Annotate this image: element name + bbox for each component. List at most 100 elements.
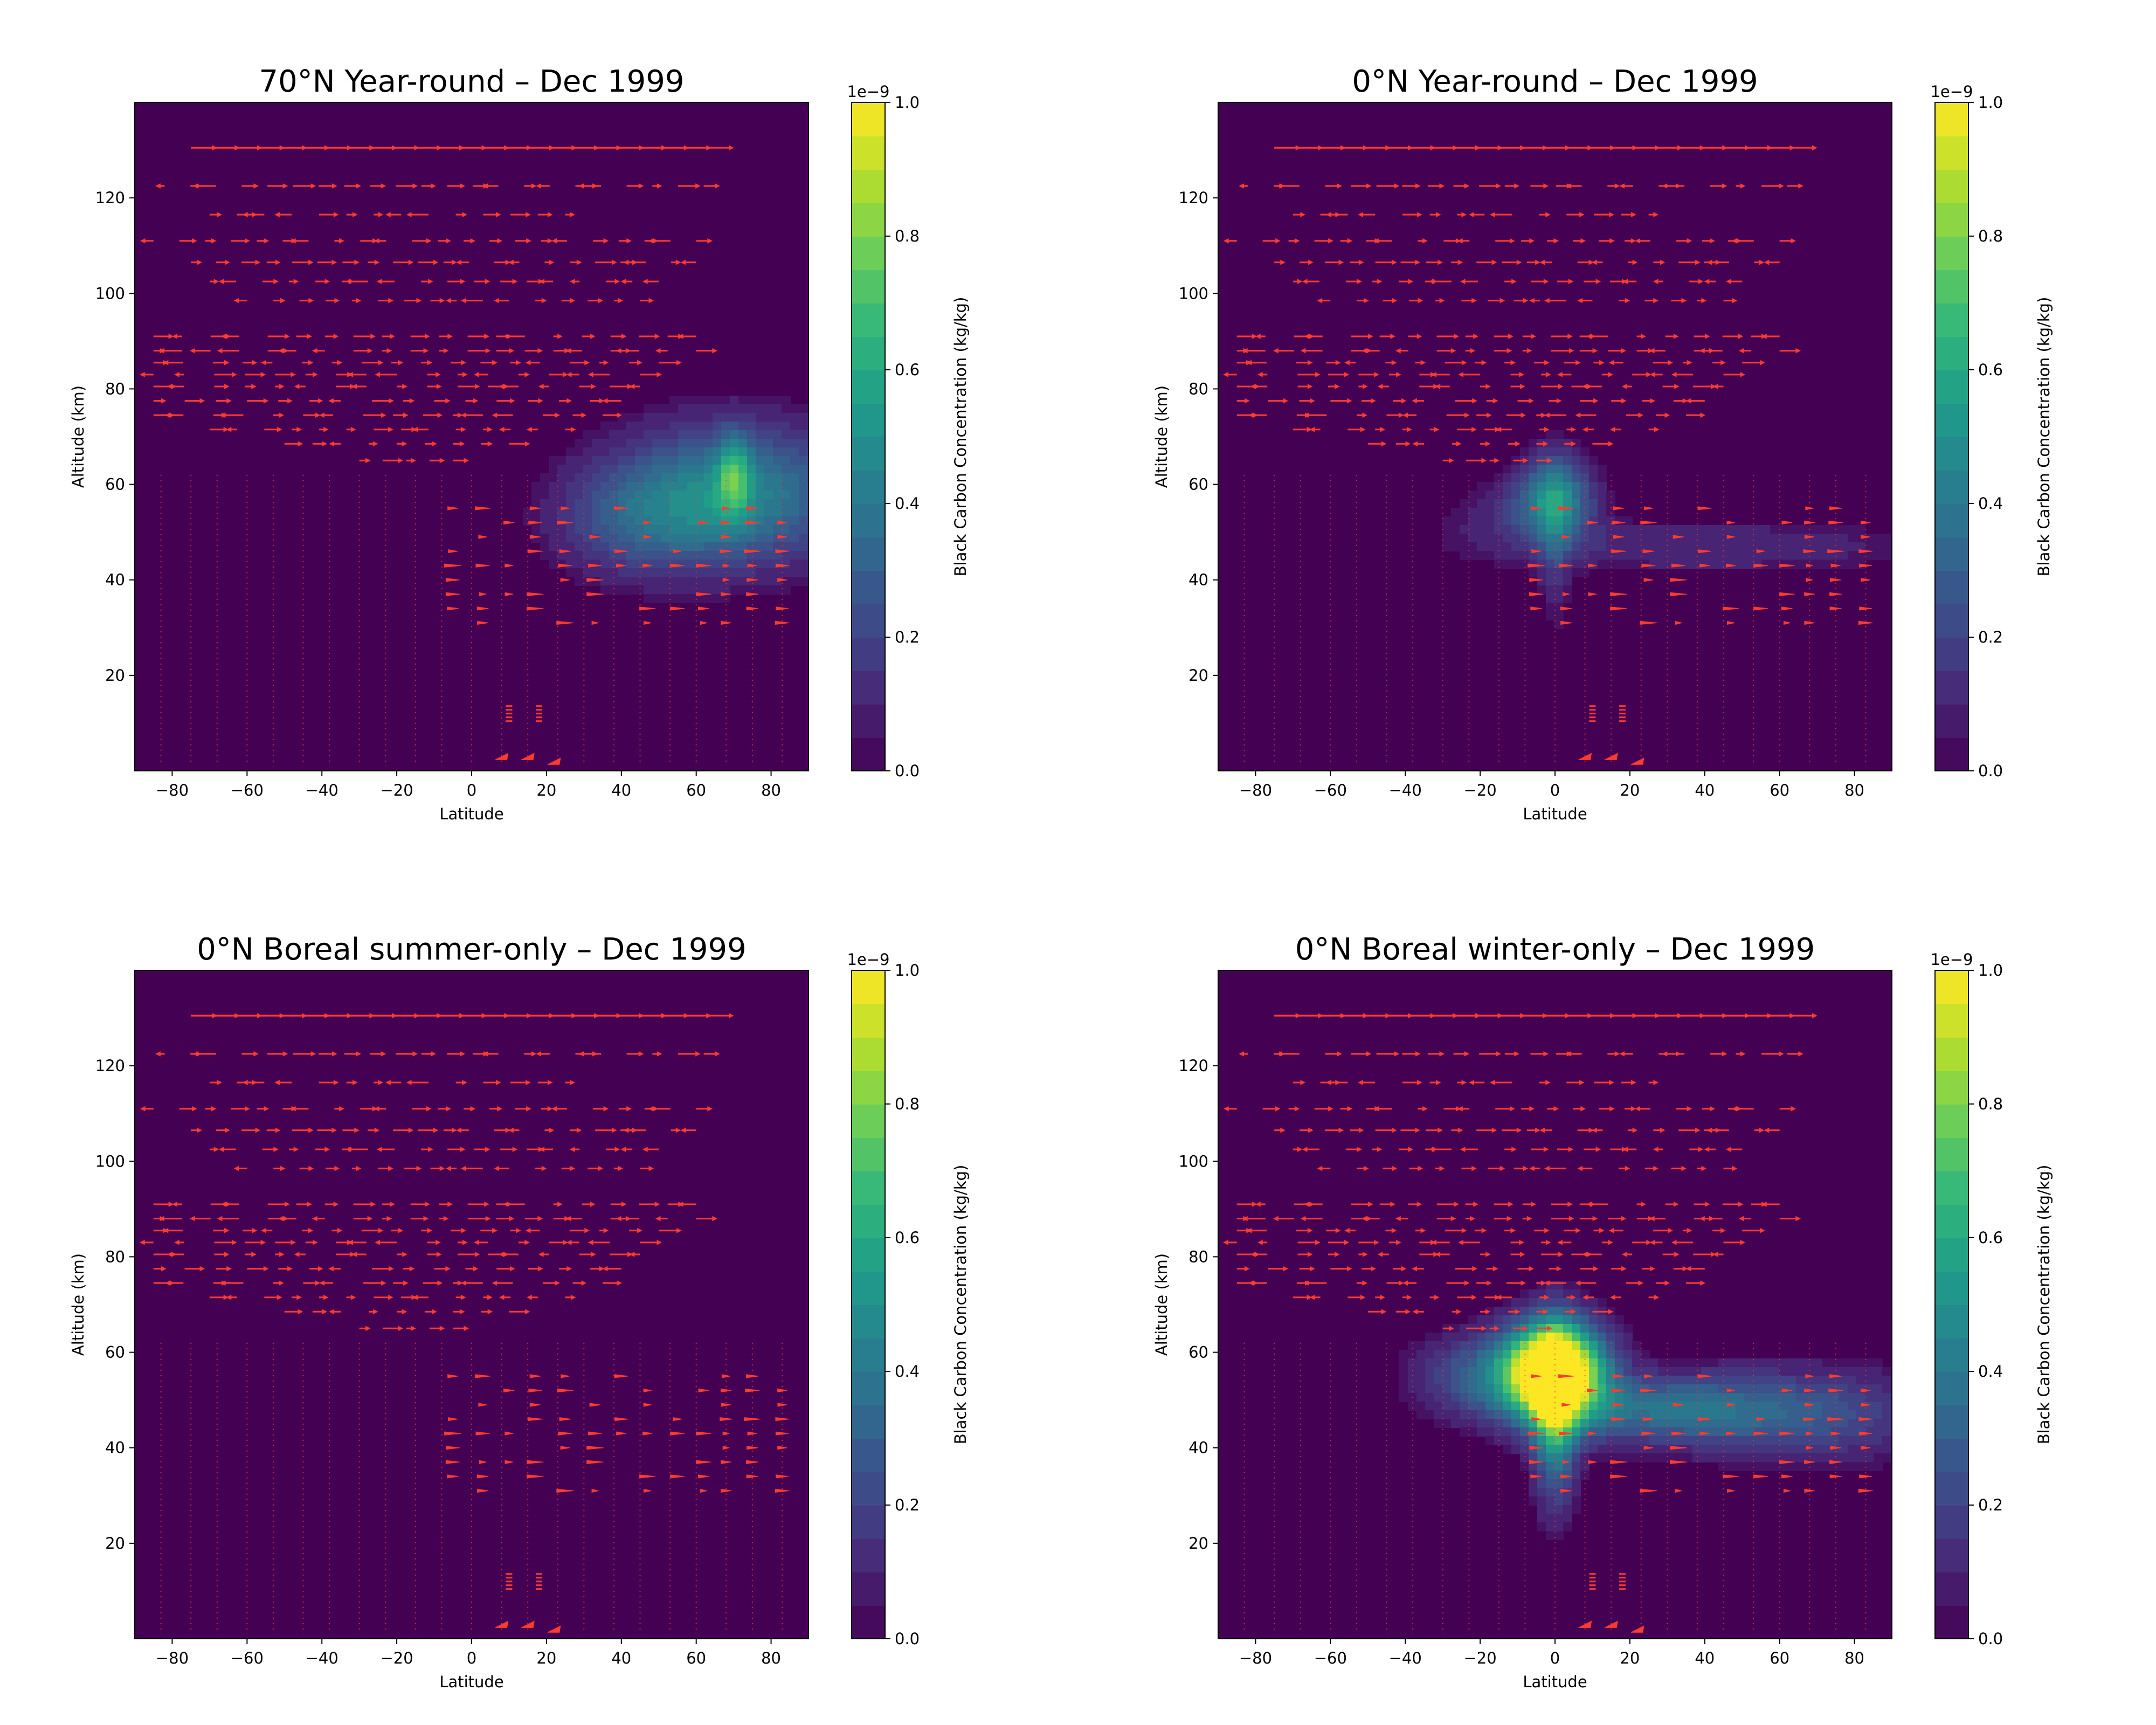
colorbar-segment	[852, 236, 885, 270]
y-tick-label: 120	[95, 1057, 125, 1075]
colorbar-segment	[1935, 169, 1968, 203]
colorbar-segment	[1935, 1037, 1968, 1071]
colorbar-segment	[852, 1338, 885, 1372]
panel-2: −80 −60 −40 −20 0 20 40 60 80 20 40 60 80 100 120 Latit…	[1152, 64, 2053, 823]
x-axis-label: Latitude	[1523, 805, 1587, 823]
x-tick-label: −80	[156, 781, 189, 799]
colorbar-segment	[852, 1204, 885, 1238]
colorbar-tick-label: 0.0	[1978, 762, 2003, 780]
y-tick-label: 80	[105, 380, 125, 398]
y-axis-label: Altitude (km)	[69, 1253, 87, 1356]
x-tick-label: −20	[381, 1649, 413, 1667]
x-tick-label: 80	[1844, 1649, 1864, 1667]
y-tick-label: 120	[1179, 189, 1208, 207]
x-tick-label: 60	[686, 1649, 706, 1667]
panel-1: −80 −60 −40 −20 0 20 40 60 80 20 40 60 80 100 120 Latit…	[69, 64, 970, 823]
colorbar-tick-label: 0.8	[895, 1095, 920, 1113]
x-tick-label: −60	[1314, 781, 1347, 799]
colorbar-label: Black Carbon Concentration (kg/kg)	[2035, 297, 2053, 577]
colorbar-segment	[1935, 437, 1968, 471]
colorbar-segment	[852, 1071, 885, 1105]
x-axis-label: Latitude	[439, 805, 503, 823]
colorbar-segment	[852, 370, 885, 404]
y-tick-label: 40	[1188, 1439, 1208, 1457]
y-axis-label: Altitude (km)	[69, 385, 87, 488]
colorbar-segment	[1935, 1338, 1968, 1372]
x-tick-label: −80	[1239, 781, 1272, 799]
y-tick-label: 100	[95, 1152, 125, 1170]
x-tick-label: 80	[761, 1649, 781, 1667]
colorbar-tick-label: 0.0	[895, 1630, 920, 1648]
colorbar-multiplier: 1e−9	[847, 82, 889, 101]
colorbar-segment	[1935, 236, 1968, 270]
colorbar-segment	[852, 1104, 885, 1138]
colorbar-tick-label: 0.8	[1978, 1095, 2003, 1113]
colorbar-tick-label: 0.0	[895, 762, 920, 780]
x-axis-label: Latitude	[439, 1673, 503, 1691]
x-tick-label: 80	[761, 781, 781, 799]
colorbar: 0.0 0.2 0.4 0.6 0.8 1.0 1e−9 Black Carbon Conce…	[847, 950, 970, 1648]
x-tick-label: 40	[1695, 1649, 1715, 1667]
colorbar-frame	[1934, 970, 1969, 1639]
colorbar-segment	[1935, 1171, 1968, 1205]
colorbar-segment	[852, 1438, 885, 1472]
colorbar-segment	[1935, 1305, 1968, 1338]
concentration-field	[1442, 430, 1892, 629]
colorbar-multiplier: 1e−9	[1930, 82, 1973, 101]
wind-vectors	[1223, 1013, 1873, 1634]
colorbar-tick-label: 0.4	[895, 1362, 920, 1381]
colorbar-segment	[852, 270, 885, 303]
colorbar-segment	[852, 403, 885, 437]
x-tick-label: −20	[381, 781, 413, 799]
colorbar-segment	[1935, 136, 1968, 170]
y-tick-label: 20	[105, 1534, 125, 1552]
x-tick-label: 20	[1620, 781, 1640, 799]
colorbar-tick-label: 0.0	[1978, 1630, 2003, 1648]
colorbar-segment	[852, 1572, 885, 1606]
colorbar-tick-label: 0.2	[1978, 1496, 2003, 1514]
colorbar-segment	[852, 1037, 885, 1071]
x-tick-label: 0	[1550, 1649, 1560, 1667]
colorbar-tick-label: 0.8	[1978, 227, 2003, 245]
chart-title: 0°N Year-round – Dec 1999	[1352, 64, 1758, 99]
y-tick-label: 60	[105, 1343, 125, 1362]
colorbar-segment	[852, 503, 885, 537]
x-tick-label: 20	[536, 1649, 556, 1667]
y-tick-label: 120	[95, 189, 125, 207]
chart-title: 70°N Year-round – Dec 1999	[259, 64, 684, 99]
colorbar-label: Black Carbon Concentration (kg/kg)	[2035, 1165, 2053, 1445]
colorbar-segment	[852, 1371, 885, 1405]
colorbar-segment	[1935, 470, 1968, 504]
colorbar-segment	[852, 671, 885, 705]
colorbar-segment	[1935, 1204, 1968, 1238]
colorbar: 0.0 0.2 0.4 0.6 0.8 1.0 1e−9 Black Carbon Conce…	[1930, 950, 2053, 1648]
colorbar-segment	[852, 1137, 885, 1171]
colorbar-segment	[1935, 1438, 1968, 1472]
colorbar-segment	[852, 1505, 885, 1539]
colorbar-segment	[1935, 570, 1968, 604]
x-tick-label: −40	[306, 1649, 338, 1667]
colorbar-segment	[1935, 1071, 1968, 1105]
colorbar-segment	[1935, 1538, 1968, 1572]
y-tick-label: 80	[105, 1247, 125, 1266]
x-tick-label: −20	[1464, 1649, 1497, 1667]
colorbar-label: Black Carbon Concentration (kg/kg)	[951, 1165, 970, 1445]
x-axis-label: Latitude	[1523, 1673, 1587, 1691]
x-tick-label: 60	[1770, 781, 1789, 799]
colorbar-tick-label: 1.0	[895, 961, 920, 979]
y-tick-label: 100	[1179, 284, 1208, 302]
y-tick-label: 100	[95, 284, 125, 302]
colorbar-segment	[852, 1605, 885, 1639]
colorbar-tick-label: 0.2	[895, 1496, 920, 1514]
colorbar-tick-label: 0.6	[895, 1229, 920, 1247]
colorbar-segment	[1935, 1472, 1968, 1506]
y-tick-label: 40	[105, 1439, 125, 1457]
y-axis-label: Altitude (km)	[1152, 1253, 1171, 1356]
colorbar-segment	[852, 604, 885, 638]
colorbar-segment	[1935, 270, 1968, 303]
colorbar-segment	[852, 570, 885, 604]
y-tick-label: 20	[1188, 1534, 1208, 1552]
x-tick-label: 60	[686, 781, 706, 799]
colorbar-frame	[851, 970, 886, 1639]
